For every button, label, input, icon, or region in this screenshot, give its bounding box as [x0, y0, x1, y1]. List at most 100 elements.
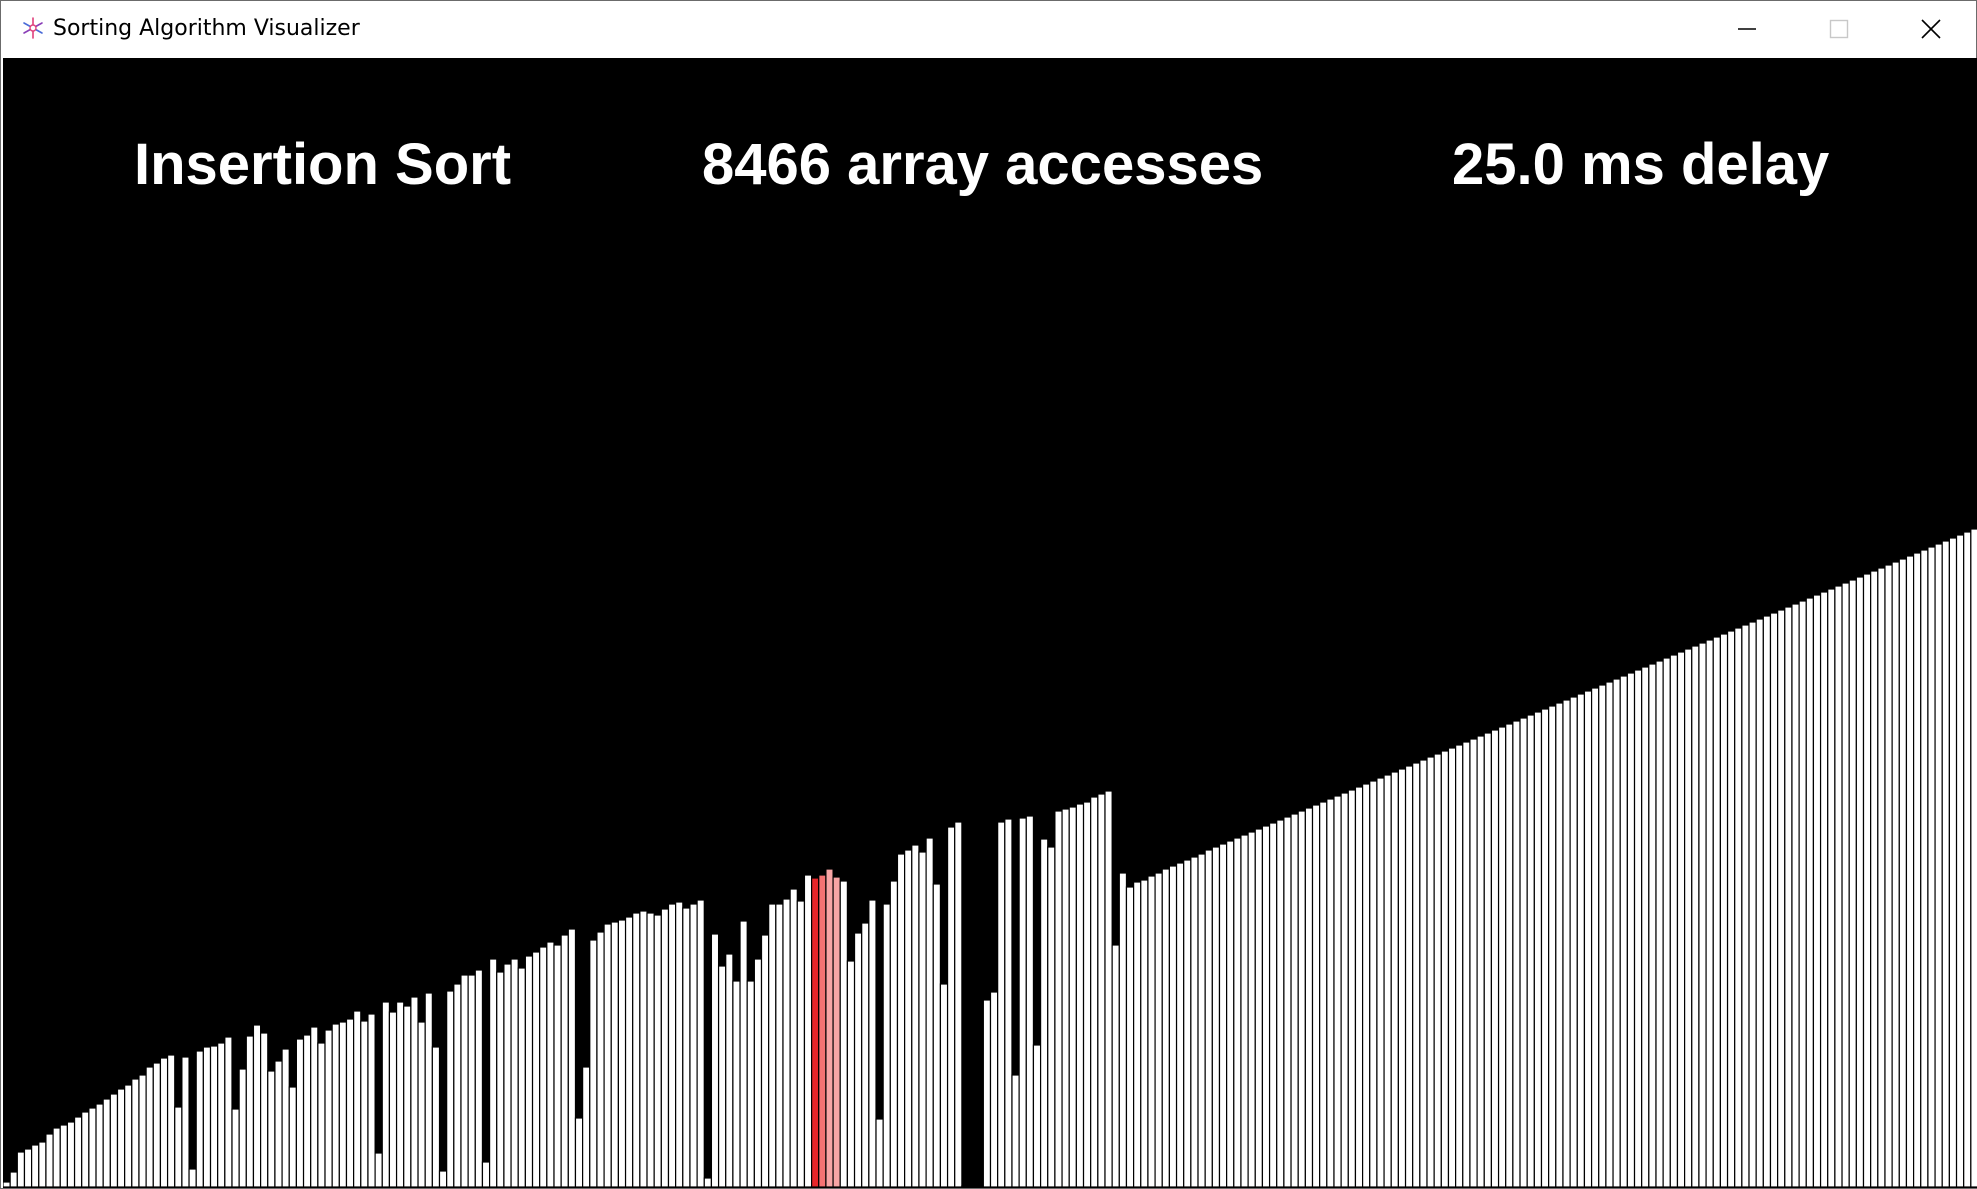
array-bar: [603, 923, 612, 1188]
array-bar: [481, 1161, 491, 1188]
array-bar: [1247, 831, 1256, 1188]
array-bar: [1526, 714, 1535, 1188]
array-bar: [639, 910, 648, 1188]
array-bar: [95, 1103, 104, 1188]
array-bar: [961, 1185, 970, 1188]
array-bar: [1540, 708, 1550, 1188]
array-bar: [696, 899, 705, 1188]
array-bar: [1805, 597, 1815, 1188]
array-bar: [1111, 944, 1120, 1188]
array-bar: [703, 1177, 713, 1188]
array-bar: [260, 1032, 269, 1188]
array-bar: [1168, 865, 1178, 1188]
array-bar: [288, 1086, 297, 1188]
array-bar: [331, 1023, 340, 1188]
array-bar: [589, 939, 598, 1188]
array-bar: [1777, 609, 1786, 1188]
array-bar: [1039, 838, 1049, 1188]
array-bar: [460, 974, 469, 1188]
array-bar: [882, 903, 891, 1188]
array-bar: [424, 992, 433, 1188]
array-bar: [1311, 804, 1321, 1188]
array-bar: [746, 980, 755, 1188]
maximize-button[interactable]: [1793, 1, 1885, 57]
array-bar: [16, 1151, 26, 1188]
minimize-icon: [1738, 28, 1756, 30]
array-bar: [367, 1013, 376, 1188]
array-bar: [124, 1084, 133, 1188]
array-bar: [238, 1068, 247, 1188]
array-bar: [1497, 726, 1507, 1188]
array-bar: [496, 971, 505, 1188]
window-title: Sorting Algorithm Visualizer: [53, 16, 360, 41]
array-bar: [1426, 756, 1435, 1188]
array-bar: [145, 1066, 154, 1188]
array-bar: [1347, 789, 1357, 1188]
array-bar: [1283, 816, 1292, 1188]
array-bar: [1440, 750, 1450, 1188]
array-bar: [38, 1141, 47, 1188]
array-bar: [1025, 815, 1035, 1188]
array-bar: [1655, 660, 1664, 1188]
array-bar: [646, 912, 655, 1188]
array-bar: [531, 951, 541, 1188]
array-bar: [896, 853, 906, 1188]
close-button[interactable]: [1885, 1, 1977, 57]
array-bar: [1927, 546, 1936, 1188]
array-bar: [725, 953, 734, 1188]
array-bar: [732, 980, 741, 1188]
array-bar: [1562, 699, 1571, 1188]
array-bar: [1483, 732, 1493, 1188]
array-bar: [1319, 801, 1328, 1188]
array-bar: [1598, 684, 1607, 1188]
array-bar: [131, 1078, 140, 1188]
array-bar: [1433, 753, 1442, 1188]
array-bar: [1648, 663, 1657, 1188]
array-bar: [1175, 862, 1185, 1188]
array-bar: [1032, 1044, 1042, 1188]
array-bar: [1555, 702, 1564, 1188]
array-bar: [904, 849, 913, 1188]
array-bar: [417, 1021, 426, 1188]
array-bar: [1626, 672, 1636, 1188]
array-bar: [918, 851, 927, 1188]
array-bar: [474, 969, 484, 1188]
array-bar: [1354, 786, 1364, 1188]
array-bar: [1154, 872, 1163, 1188]
array-bar: [1133, 881, 1142, 1188]
array-bar: [839, 880, 848, 1188]
array-bar: [1061, 808, 1070, 1188]
array-bar: [968, 1185, 977, 1188]
array-bar: [1755, 618, 1764, 1188]
array-bar: [88, 1107, 97, 1188]
array-bar: [1047, 846, 1056, 1188]
visualizer-canvas[interactable]: Insertion Sort 8466 array accesses 25.0 …: [3, 58, 1977, 1188]
array-bar: [1583, 690, 1593, 1188]
maximize-icon: [1829, 19, 1849, 39]
array-bar: [245, 1035, 255, 1188]
array-bar: [932, 883, 942, 1188]
array-bar: [395, 1001, 405, 1188]
array-bar: [832, 876, 841, 1188]
array-bar: [73, 1116, 83, 1188]
array-bar: [159, 1057, 169, 1188]
array-bar: [102, 1098, 111, 1188]
array-bar: [617, 919, 627, 1188]
minimize-button[interactable]: [1701, 1, 1793, 57]
array-bar: [717, 965, 727, 1188]
array-bar: [789, 888, 798, 1188]
bar-array: [3, 528, 1977, 1188]
array-bar: [231, 1108, 240, 1188]
array-bar: [438, 1170, 448, 1188]
array-bar: [1462, 741, 1471, 1188]
array-bar: [317, 1042, 326, 1188]
array-bar: [889, 880, 899, 1188]
array-bar: [825, 868, 834, 1188]
array-bar: [567, 928, 577, 1188]
array-bar: [1970, 528, 1977, 1188]
array-bar: [1819, 591, 1829, 1188]
array-bar: [52, 1127, 61, 1188]
array-bar: [59, 1124, 69, 1188]
array-bar: [1204, 849, 1213, 1188]
title-bar[interactable]: Sorting Algorithm Visualizer: [1, 1, 1976, 57]
